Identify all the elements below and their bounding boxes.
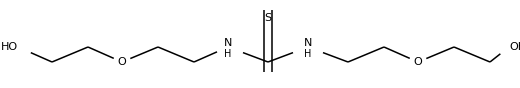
Text: HO: HO bbox=[1, 42, 18, 52]
Text: H: H bbox=[224, 49, 232, 59]
Text: O: O bbox=[118, 57, 126, 67]
Text: H: H bbox=[304, 49, 311, 59]
Text: O: O bbox=[413, 57, 422, 67]
Text: S: S bbox=[265, 13, 271, 23]
Text: N: N bbox=[304, 38, 312, 48]
Text: N: N bbox=[224, 38, 232, 48]
Text: OH: OH bbox=[509, 42, 520, 52]
